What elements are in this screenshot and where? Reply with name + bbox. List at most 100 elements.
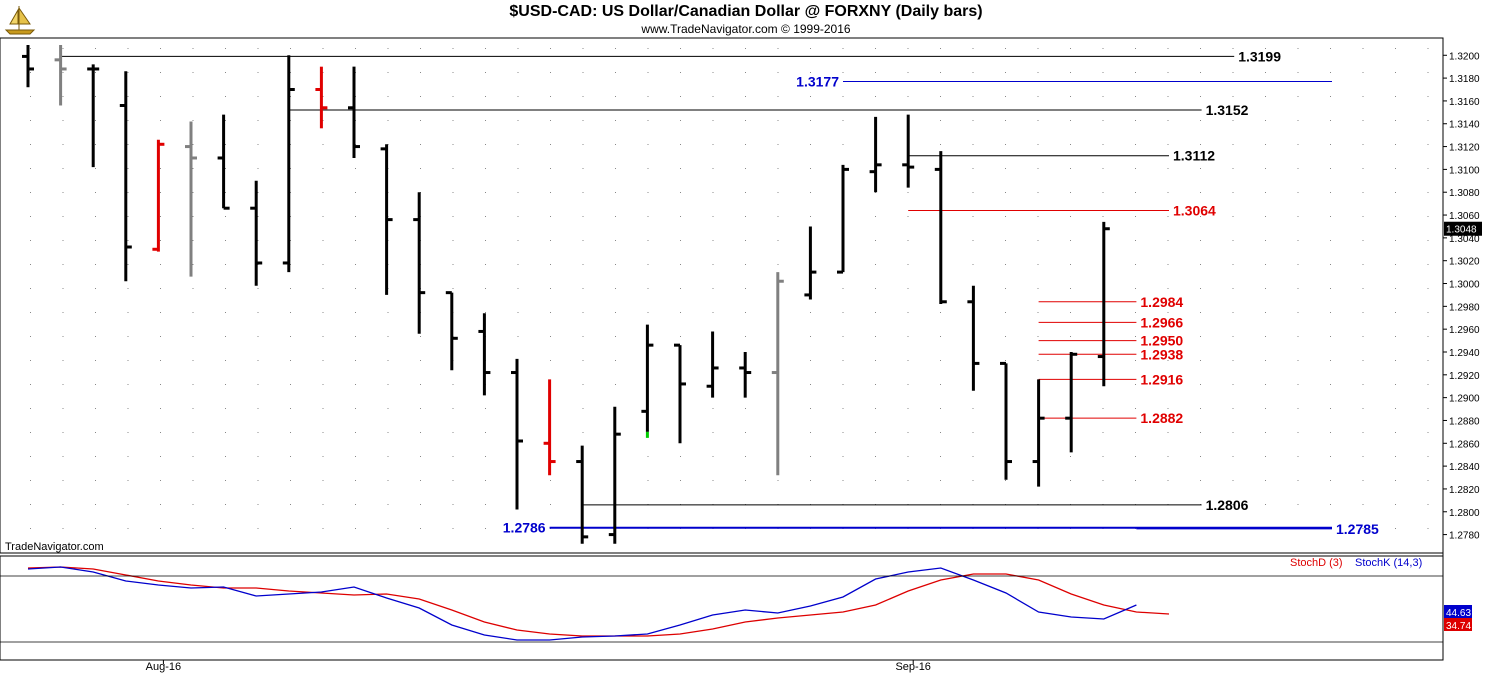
grid-dot [225,360,226,361]
grid-dot [225,408,226,409]
grid-dot [225,312,226,313]
grid-dot [1330,384,1331,385]
grid-dot [972,480,974,481]
grid-dot [712,48,714,49]
grid-dot [290,456,291,457]
grid-dot [1200,48,1201,49]
grid-dot [127,96,129,97]
ohlc-bar [478,313,491,396]
grid-dot [1265,384,1266,385]
ohlc-bar [250,180,263,286]
grid-dot [745,144,746,145]
grid-dot [257,288,259,289]
grid-dot [550,192,551,193]
grid-dot [1395,408,1396,409]
grid-dot [1167,480,1169,481]
grid-dot [1265,432,1266,433]
grid-dot [582,288,584,289]
grid-dot [1102,408,1104,409]
grid-dot [1070,192,1071,193]
level-label: 1.2984 [1140,294,1183,310]
grid-dot [582,168,584,169]
grid-dot [810,120,811,121]
grid-dot [160,456,161,457]
grid-dot [1265,96,1266,97]
grid-dot [777,72,779,73]
grid-dot [777,48,779,49]
grid-dot [225,240,226,241]
grid-dot [30,264,31,265]
grid-dot [680,168,681,169]
grid-dot [582,408,584,409]
grid-dot [810,168,811,169]
grid-dot [745,240,746,241]
grid-dot [550,360,551,361]
grid-dot [1070,72,1071,73]
grid-dot [322,96,324,97]
grid-dot [192,480,194,481]
grid-dot [1037,72,1039,73]
grid-dot [322,432,324,433]
grid-dot [1005,168,1006,169]
ohlc-bar [1032,379,1045,487]
grid-dot [1395,48,1396,49]
grid-dot [160,48,161,49]
grid-dot [940,480,941,481]
grid-dot [420,384,421,385]
grid-dot [452,456,454,457]
grid-dot [1362,432,1364,433]
grid-dot [680,240,681,241]
grid-dot [1427,336,1429,337]
grid-dot [582,96,584,97]
grid-dot [127,408,129,409]
grid-dot [127,456,129,457]
grid-dot [517,216,519,217]
grid-dot [745,336,746,337]
grid-dot [1265,240,1266,241]
grid-dot [452,96,454,97]
grid-dot [712,240,714,241]
ohlc-bar [902,114,915,188]
grid-dot [192,360,194,361]
grid-dot [1167,288,1169,289]
y-tick-label: 1.2880 [1449,416,1480,427]
grid-dot [1005,336,1006,337]
grid-dot [810,216,811,217]
grid-dot [387,120,389,121]
grid-dot [745,432,746,433]
grid-dot [647,96,649,97]
grid-dot [550,168,551,169]
grid-dot [1232,456,1234,457]
grid-dot [485,48,486,49]
grid-dot [1167,96,1169,97]
grid-dot [1167,216,1169,217]
stoch-last-bg [1444,618,1472,631]
grid-dot [1232,360,1234,361]
grid-dot [192,264,194,265]
grid-dot [907,336,909,337]
level-label: 1.2966 [1140,314,1183,330]
grid-dot [582,192,584,193]
grid-dot [225,528,226,529]
grid-dot [712,264,714,265]
ohlc-bar [706,331,719,398]
ohlc-bar [152,139,165,252]
grid-dot [127,240,129,241]
grid-dot [1427,312,1429,313]
grid-dot [1232,480,1234,481]
grid-dot [1232,432,1234,433]
grid-dot [1265,288,1266,289]
grid-dot [485,144,486,145]
grid-dot [30,120,31,121]
grid-dot [1037,336,1039,337]
grid-dot [647,456,649,457]
grid-dot [257,480,259,481]
grid-dot [1330,336,1331,337]
grid-dot [1102,480,1104,481]
grid-dot [485,240,486,241]
grid-dot [615,336,616,337]
grid-dot [1362,288,1364,289]
grid-dot [1297,264,1299,265]
grid-dot [1102,456,1104,457]
grid-dot [225,48,226,49]
